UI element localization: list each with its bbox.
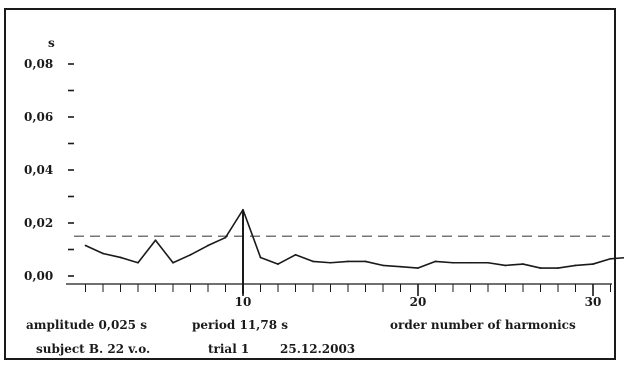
data-point xyxy=(224,236,227,239)
axes: s order number of harmonics xyxy=(48,36,576,332)
data-point xyxy=(189,253,192,256)
trial-note: trial 1 xyxy=(208,342,249,356)
data-point xyxy=(399,265,402,268)
data-point xyxy=(557,267,559,269)
data-point xyxy=(137,261,139,264)
y-tick-label: 0,00 xyxy=(24,269,53,283)
x-tick-label: 10 xyxy=(235,295,252,309)
data-point xyxy=(539,267,542,269)
data-point xyxy=(154,239,157,242)
y-tick-label: 0,08 xyxy=(24,57,53,71)
data-point xyxy=(259,256,262,259)
data-point xyxy=(609,257,612,260)
x-tick-label: 30 xyxy=(585,295,602,309)
data-point xyxy=(382,264,384,267)
y-tick-label: 0,04 xyxy=(24,163,53,177)
data-point xyxy=(452,261,454,264)
data-point xyxy=(207,244,209,247)
period-note: period 11,78 s xyxy=(192,318,288,332)
data-point xyxy=(469,261,472,264)
data-point xyxy=(84,244,87,247)
y-axis-label: s xyxy=(48,36,55,50)
data-point xyxy=(522,263,524,265)
data-point xyxy=(504,264,507,267)
data-point xyxy=(592,263,594,265)
data-point xyxy=(119,256,122,259)
plot-area xyxy=(74,208,624,294)
amplitude-note: amplitude 0,025 s xyxy=(26,318,147,332)
y-ticks: 0,00 0,02 0,04 0,06 0,08 xyxy=(24,57,612,285)
data-point xyxy=(347,260,349,263)
data-point xyxy=(574,264,577,267)
data-point xyxy=(102,252,104,255)
data-point xyxy=(242,208,244,211)
x-ticks: 10 20 30 xyxy=(85,284,611,309)
data-point xyxy=(417,267,419,269)
data-point xyxy=(329,261,332,264)
subject-note: subject B. 22 v.o. xyxy=(36,342,150,356)
data-point xyxy=(172,261,174,264)
data-point xyxy=(277,263,279,265)
x-axis-label: order number of harmonics xyxy=(390,318,576,332)
caption-block: amplitude 0,025 s period 11,78 s subject… xyxy=(26,318,355,356)
y-tick-label: 0,06 xyxy=(24,110,53,124)
data-point xyxy=(487,261,489,264)
series-line xyxy=(85,208,624,269)
y-tick-label: 0,02 xyxy=(24,216,53,230)
data-point xyxy=(434,260,437,263)
data-point xyxy=(364,260,367,263)
data-point xyxy=(294,253,297,256)
date-note: 25.12.2003 xyxy=(280,342,355,356)
data-point xyxy=(312,260,314,263)
x-tick-label: 20 xyxy=(410,295,427,309)
chart-frame xyxy=(4,8,616,360)
